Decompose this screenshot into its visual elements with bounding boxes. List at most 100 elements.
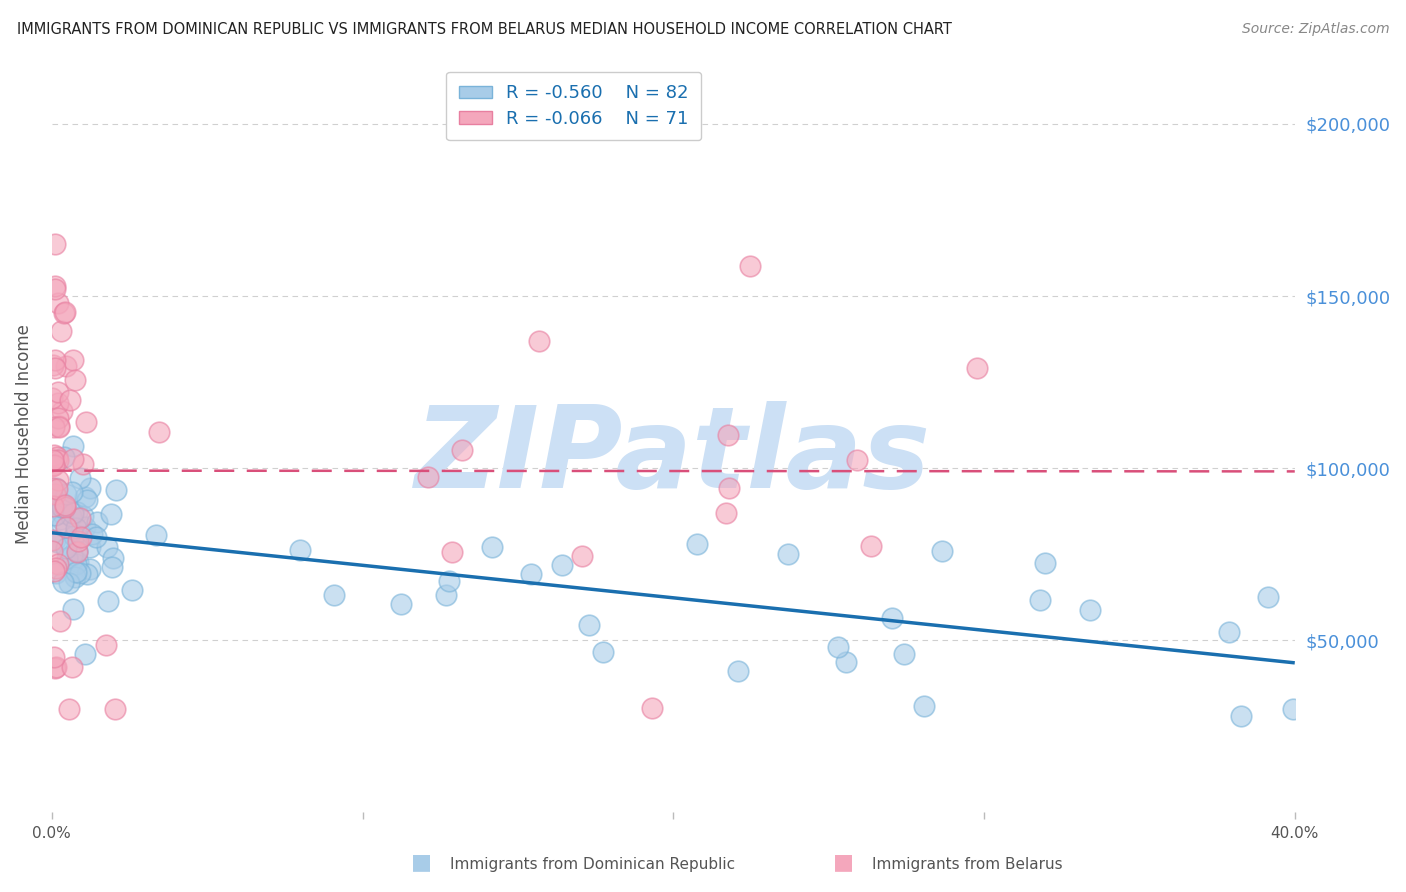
Point — [51, 507, 73, 521]
Point — [60, 548, 83, 562]
Point — [52, 575, 75, 590]
Point — [76, 492, 98, 507]
Point — [55, 541, 77, 555]
Point — [912, 699, 935, 714]
Legend: R = -0.560    N = 82, R = -0.066    N = 71: R = -0.560 N = 82, R = -0.066 N = 71 — [447, 71, 702, 140]
Point — [72, 508, 94, 523]
Point — [860, 539, 883, 553]
Point — [60, 509, 83, 524]
Point — [75, 490, 97, 504]
Point — [65, 521, 87, 535]
Point — [66, 544, 89, 558]
Point — [76, 566, 98, 581]
Point — [714, 506, 737, 520]
Point — [79, 562, 101, 576]
Point — [416, 470, 439, 484]
Point — [440, 545, 463, 559]
Point — [41, 392, 63, 406]
Point — [846, 453, 869, 467]
Point — [49, 512, 72, 526]
Point — [53, 306, 76, 320]
Point — [44, 353, 66, 368]
Point — [1035, 556, 1057, 570]
Text: Immigrants from Dominican Republic: Immigrants from Dominican Republic — [450, 857, 735, 872]
Point — [966, 360, 988, 375]
Point — [1218, 625, 1240, 640]
Point — [51, 500, 73, 514]
Point — [44, 481, 66, 495]
Point — [45, 660, 67, 674]
Text: ■: ■ — [834, 853, 853, 872]
Point — [578, 618, 600, 632]
Point — [835, 655, 858, 669]
Point — [67, 555, 90, 569]
Point — [51, 518, 73, 533]
Point — [104, 702, 127, 716]
Point — [1230, 709, 1253, 723]
Point — [60, 485, 83, 500]
Point — [45, 482, 67, 496]
Point — [527, 334, 550, 349]
Point — [778, 548, 800, 562]
Point — [53, 304, 76, 318]
Point — [41, 458, 63, 473]
Point — [44, 237, 66, 252]
Point — [46, 450, 69, 464]
Text: ■: ■ — [412, 853, 432, 872]
Point — [58, 702, 80, 716]
Point — [1282, 702, 1305, 716]
Point — [101, 551, 124, 566]
Point — [59, 393, 82, 408]
Point — [727, 664, 749, 678]
Point — [69, 530, 91, 544]
Point — [62, 602, 84, 616]
Point — [63, 373, 86, 387]
Point — [60, 660, 83, 674]
Point — [101, 560, 124, 574]
Point — [94, 638, 117, 652]
Point — [53, 500, 76, 515]
Point — [44, 508, 66, 523]
Point — [718, 481, 741, 495]
Point — [79, 481, 101, 495]
Point — [121, 582, 143, 597]
Point — [46, 473, 69, 487]
Point — [49, 614, 72, 628]
Point — [42, 564, 65, 578]
Point — [148, 425, 170, 439]
Point — [96, 540, 118, 554]
Point — [62, 529, 84, 543]
Point — [48, 418, 70, 433]
Point — [1257, 590, 1279, 604]
Point — [53, 450, 76, 465]
Point — [69, 566, 91, 580]
Point — [42, 448, 65, 462]
Point — [62, 506, 84, 520]
Point — [434, 588, 457, 602]
Point — [48, 419, 70, 434]
Point — [100, 507, 122, 521]
Point — [46, 296, 69, 310]
Text: Immigrants from Belarus: Immigrants from Belarus — [872, 857, 1063, 872]
Point — [686, 537, 709, 551]
Point — [42, 458, 65, 473]
Point — [46, 557, 69, 571]
Point — [51, 495, 73, 509]
Point — [481, 540, 503, 554]
Point — [62, 353, 84, 368]
Point — [73, 648, 96, 662]
Point — [42, 458, 65, 472]
Point — [44, 533, 66, 547]
Point — [520, 566, 543, 581]
Point — [717, 427, 740, 442]
Point — [105, 483, 128, 498]
Point — [53, 498, 76, 512]
Point — [49, 500, 72, 514]
Point — [42, 649, 65, 664]
Point — [86, 515, 108, 529]
Point — [44, 486, 66, 500]
Point — [69, 470, 91, 484]
Point — [42, 358, 65, 372]
Point — [46, 411, 69, 425]
Text: IMMIGRANTS FROM DOMINICAN REPUBLIC VS IMMIGRANTS FROM BELARUS MEDIAN HOUSEHOLD I: IMMIGRANTS FROM DOMINICAN REPUBLIC VS IM… — [17, 22, 952, 37]
